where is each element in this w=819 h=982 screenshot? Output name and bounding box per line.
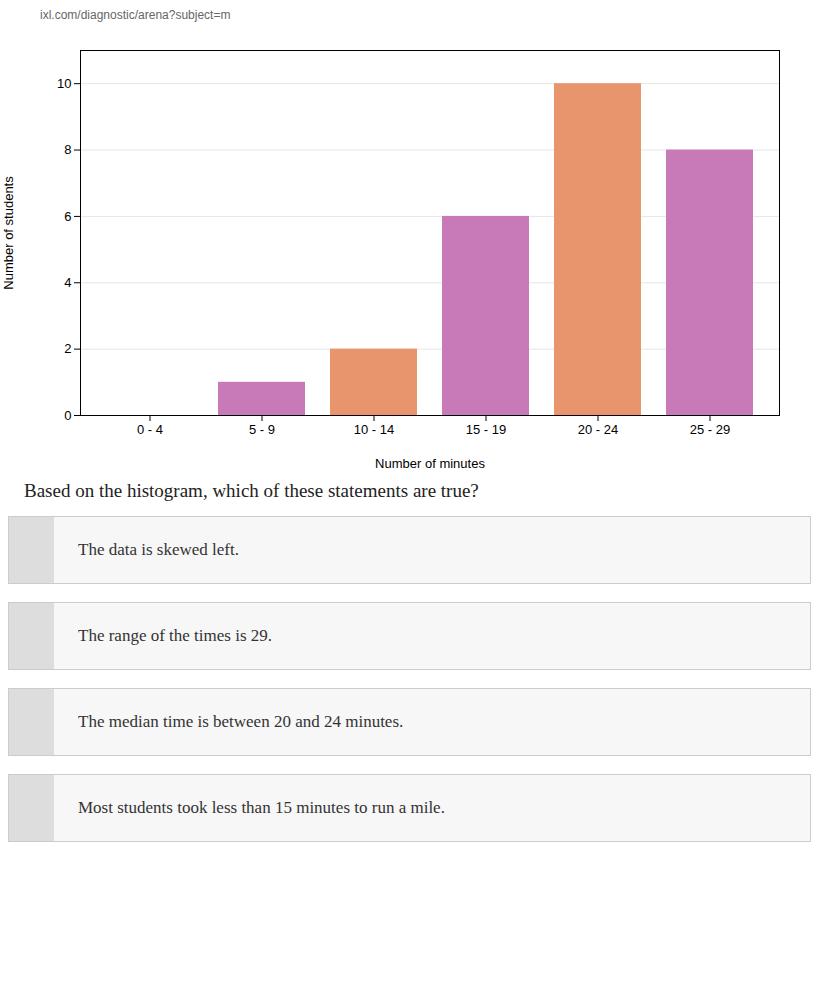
- svg-text:2: 2: [64, 341, 71, 356]
- svg-text:10 - 14: 10 - 14: [354, 422, 394, 437]
- svg-text:20 - 24: 20 - 24: [578, 422, 618, 437]
- html-text:Based on the histogram, which: Based on the histogram, which of these s…: [24, 480, 479, 501]
- html-text:ixl.com/diagnostic/arena?subje: ixl.com/diagnostic/arena?subject=m: [40, 8, 231, 22]
- html-text:Most students took less than 1: Most students took less than 15 minutes …: [78, 798, 445, 817]
- html-text:The data is skewed left.: The data is skewed left.: [78, 540, 239, 559]
- svg-text:8: 8: [64, 142, 71, 157]
- svg-text:0: 0: [64, 408, 71, 423]
- svg-text:6: 6: [64, 209, 71, 224]
- svg-text:Number of minutes: Number of minutes: [375, 456, 485, 471]
- svg-text:15 - 19: 15 - 19: [466, 422, 506, 437]
- html-text:The range of the times is 29.: The range of the times is 29.: [78, 626, 272, 645]
- svg-text:10: 10: [57, 76, 71, 91]
- html-text:The median time is between 20: The median time is between 20 and 24 min…: [78, 712, 404, 731]
- svg-text:Number of students: Number of students: [1, 176, 16, 290]
- svg-text:5 - 9: 5 - 9: [249, 422, 275, 437]
- svg-text:25 - 29: 25 - 29: [690, 422, 730, 437]
- svg-text:4: 4: [64, 275, 71, 290]
- svg-text:0 - 4: 0 - 4: [137, 422, 163, 437]
